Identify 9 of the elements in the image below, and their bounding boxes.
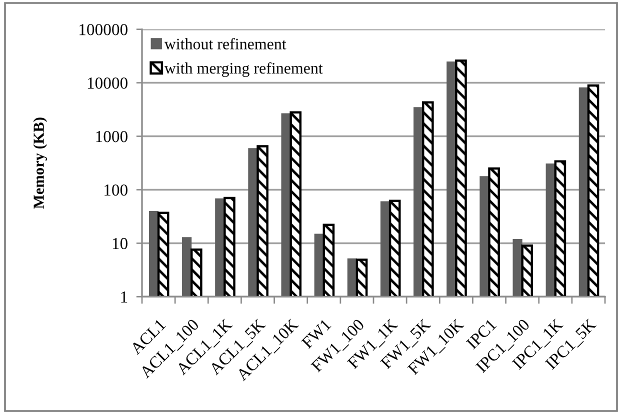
y-tick-label: 100000 (80, 24, 128, 36)
y-tick-label: 100 (104, 184, 128, 196)
y-tick-label: 10000 (88, 77, 128, 89)
y-tick-label: 10 (112, 238, 128, 250)
y-axis-title: Memory (KB) (33, 118, 48, 209)
y-tick-label: 1000 (96, 130, 128, 142)
legend-label: with merging refinement (164, 62, 323, 77)
legend-label: without refinement (164, 38, 286, 50)
y-tick-label: 1 (121, 291, 128, 302)
